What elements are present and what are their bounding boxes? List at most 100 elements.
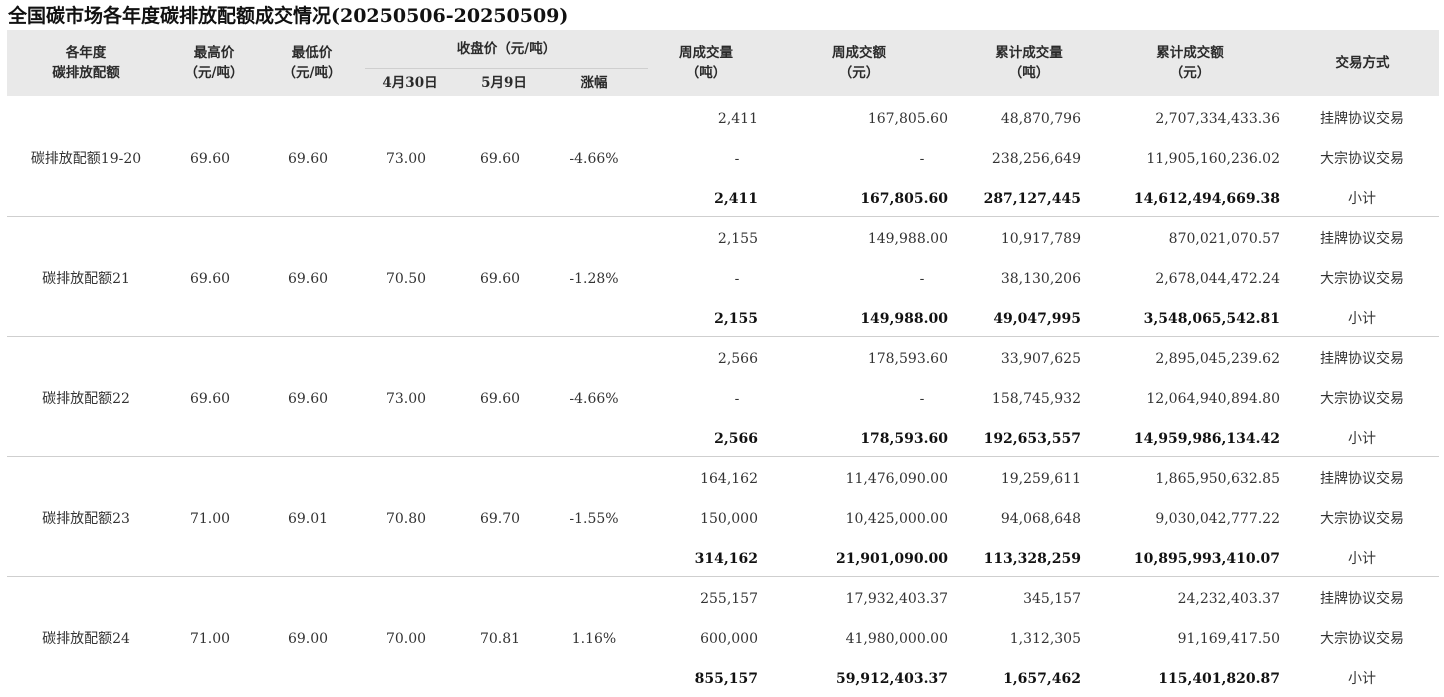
close-may9: 69.70 <box>479 511 521 527</box>
week-amount: 149,988.00 <box>860 311 948 327</box>
header-cum-vol-line2: （吨） <box>1008 65 1050 81</box>
trade-method: 大宗协议交易 <box>1320 631 1404 647</box>
week-amount: 59,912,403.37 <box>835 671 948 687</box>
high-price: 69.60 <box>189 391 231 407</box>
cumulative-volume: 48,870,796 <box>1000 111 1081 127</box>
low-price: 69.60 <box>287 391 329 407</box>
cumulative-amount: 1,865,950,632.85 <box>1155 471 1280 487</box>
week-volume: 2,155 <box>717 231 758 247</box>
week-amount: 11,476,090.00 <box>845 471 948 487</box>
trade-method: 小计 <box>1348 431 1376 447</box>
price-change: -4.66% <box>569 151 619 167</box>
high-price: 71.00 <box>189 631 231 647</box>
header-change: 涨幅 <box>549 70 639 96</box>
week-volume: 2,566 <box>717 351 758 367</box>
close-apr30: 70.80 <box>385 511 427 527</box>
cumulative-amount: 91,169,417.50 <box>1177 631 1280 647</box>
group-divider <box>7 216 1439 217</box>
header-week-vol-line2: （吨） <box>685 65 727 81</box>
trade-method: 小计 <box>1348 191 1376 207</box>
close-apr30: 70.00 <box>385 631 427 647</box>
allowance-name: 碳排放配额23 <box>42 511 130 527</box>
week-volume: 2,566 <box>714 431 758 447</box>
header-method: 交易方式 <box>1286 30 1439 96</box>
week-amount: 17,932,403.37 <box>845 591 948 607</box>
cumulative-amount: 2,895,045,239.62 <box>1155 351 1280 367</box>
week-volume: 855,157 <box>694 671 758 687</box>
week-volume: 314,162 <box>694 551 758 567</box>
cumulative-volume: 238,256,649 <box>991 151 1081 167</box>
week-amount: 149,988.00 <box>867 231 948 247</box>
close-may9: 69.60 <box>479 271 521 287</box>
header-method-label: 交易方式 <box>1335 55 1390 71</box>
header-year: 各年度 碳排放配额 <box>7 30 165 96</box>
group-divider <box>7 576 1439 577</box>
close-may9: 69.60 <box>479 391 521 407</box>
header-close-group: 收盘价（元/吨） <box>365 34 648 64</box>
header-week-amt-line1: 周成交额 <box>832 45 886 61</box>
week-amount: - <box>919 271 925 287</box>
allowance-group: 碳排放配额23 71.00 69.01 70.80 69.70 -1.55% 164,162… <box>7 457 1439 577</box>
header-week-amt: 周成交额 （元） <box>764 30 954 96</box>
allowance-group: 碳排放配额22 69.60 69.60 73.00 69.60 -4.66% 2,566 17… <box>7 337 1439 457</box>
header-low: 最低价 （元/吨） <box>263 30 361 96</box>
price-change: -4.66% <box>569 391 619 407</box>
header-week-amt-line2: （元） <box>838 65 880 81</box>
header-week-vol-line1: 周成交量 <box>679 45 733 61</box>
table-header: 各年度 碳排放配额 最高价 （元/吨） 最低价 （元/吨） 收盘价（元/吨） 4… <box>7 30 1439 96</box>
cumulative-volume: 158,745,932 <box>991 391 1081 407</box>
cumulative-amount: 12,064,940,894.80 <box>1146 391 1280 407</box>
allowance-name: 碳排放配额24 <box>42 631 130 647</box>
page-title: 全国碳市场各年度碳排放配额成交情况(20250506-20250509) <box>8 5 569 27</box>
allowance-name: 碳排放配额21 <box>42 271 130 287</box>
header-high-line2: （元/吨） <box>184 65 244 81</box>
header-close-apr30-label: 4月30日 <box>382 75 438 91</box>
week-amount: - <box>919 391 925 407</box>
header-low-line2: （元/吨） <box>282 65 342 81</box>
trade-method: 挂牌协议交易 <box>1320 591 1404 607</box>
close-apr30: 70.50 <box>385 271 427 287</box>
allowance-group: 碳排放配额21 69.60 69.60 70.50 69.60 -1.28% 2,155 14… <box>7 217 1439 337</box>
group-divider <box>7 336 1439 337</box>
trade-method: 大宗协议交易 <box>1320 271 1404 287</box>
trade-method: 大宗协议交易 <box>1320 151 1404 167</box>
allowance-group: 碳排放配额19-20 69.60 69.60 73.00 69.60 -4.66% 2,41… <box>7 97 1439 217</box>
header-change-label: 涨幅 <box>580 75 608 91</box>
cumulative-amount: 9,030,042,777.22 <box>1155 511 1280 527</box>
cumulative-amount: 870,021,070.57 <box>1168 231 1280 247</box>
close-apr30: 73.00 <box>385 151 427 167</box>
low-price: 69.60 <box>287 151 329 167</box>
cumulative-volume: 192,653,557 <box>983 431 1081 447</box>
week-amount: 167,805.60 <box>860 191 948 207</box>
week-amount: 178,593.60 <box>867 351 948 367</box>
allowance-group: 碳排放配额24 71.00 69.00 70.00 70.81 1.16% 255,157 1… <box>7 577 1439 697</box>
low-price: 69.00 <box>287 631 329 647</box>
cumulative-volume: 19,259,611 <box>1000 471 1081 487</box>
allowance-name: 碳排放配额19-20 <box>30 151 142 167</box>
week-volume: 164,162 <box>700 471 758 487</box>
trade-method: 挂牌协议交易 <box>1320 471 1404 487</box>
high-price: 71.00 <box>189 511 231 527</box>
price-change: -1.28% <box>569 271 619 287</box>
cumulative-volume: 10,917,789 <box>1000 231 1081 247</box>
header-high: 最高价 （元/吨） <box>165 30 263 96</box>
cumulative-volume: 113,328,259 <box>983 551 1081 567</box>
close-may9: 70.81 <box>479 631 521 647</box>
allowance-name: 碳排放配额22 <box>42 391 130 407</box>
week-volume: - <box>734 151 740 167</box>
cumulative-amount: 115,401,820.87 <box>1158 671 1280 687</box>
header-year-line1: 各年度 <box>65 45 107 61</box>
header-cum-vol-line1: 累计成交量 <box>995 45 1063 61</box>
cumulative-amount: 3,548,065,542.81 <box>1143 311 1280 327</box>
cumulative-volume: 1,312,305 <box>1009 631 1081 647</box>
header-close-apr30: 4月30日 <box>361 70 459 96</box>
cumulative-amount: 2,707,334,433.36 <box>1155 111 1280 127</box>
cumulative-volume: 345,157 <box>1023 591 1081 607</box>
week-volume: 2,411 <box>717 111 758 127</box>
header-week-vol: 周成交量 （吨） <box>648 30 764 96</box>
cumulative-volume: 38,130,206 <box>1000 271 1081 287</box>
week-volume: 2,155 <box>714 311 758 327</box>
week-amount: 41,980,000.00 <box>845 631 948 647</box>
cumulative-volume: 94,068,648 <box>1000 511 1081 527</box>
week-volume: - <box>734 391 740 407</box>
